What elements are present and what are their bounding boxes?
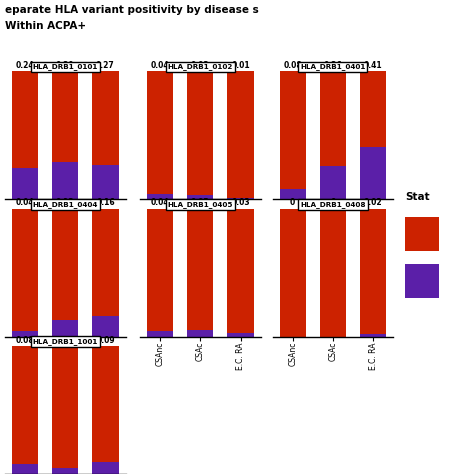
Bar	[280, 71, 306, 189]
Bar	[52, 346, 78, 467]
Bar	[12, 331, 38, 337]
Bar	[92, 316, 118, 337]
Bar	[92, 71, 118, 164]
Text: 0.04: 0.04	[16, 198, 34, 207]
Bar	[320, 166, 346, 199]
Bar	[52, 320, 78, 337]
Text: Within ACPA+: Within ACPA+	[5, 21, 86, 31]
Bar	[92, 209, 118, 316]
Bar	[147, 71, 173, 194]
Bar	[228, 71, 254, 198]
Text: 0.03: 0.03	[191, 61, 210, 70]
Text: 0: 0	[290, 198, 295, 207]
Bar	[12, 346, 38, 464]
Bar	[280, 189, 306, 199]
Bar	[92, 463, 118, 474]
Bar	[360, 334, 386, 337]
Bar	[187, 209, 213, 330]
Text: 0.05: 0.05	[191, 198, 210, 207]
Text: 0.09: 0.09	[96, 336, 115, 345]
Text: 0.04: 0.04	[151, 198, 169, 207]
Bar	[12, 71, 38, 168]
Bar	[320, 209, 346, 337]
Text: 0.04: 0.04	[151, 61, 169, 70]
Text: 0.29: 0.29	[56, 61, 74, 70]
Bar	[147, 209, 173, 331]
Title: HLA_DRB1_0408: HLA_DRB1_0408	[300, 201, 366, 208]
Bar	[187, 330, 213, 337]
Title: HLA_DRB1_1001: HLA_DRB1_1001	[33, 338, 98, 345]
Bar	[228, 198, 254, 199]
Bar	[12, 209, 38, 331]
Bar	[320, 71, 346, 166]
Bar	[187, 71, 213, 195]
Bar	[92, 346, 118, 463]
Bar	[187, 195, 213, 199]
Bar	[360, 71, 386, 146]
Text: 0.08: 0.08	[16, 336, 34, 345]
Bar	[280, 209, 306, 337]
Text: eparate HLA variant positivity by disease s: eparate HLA variant positivity by diseas…	[5, 5, 258, 15]
Text: 0.02: 0.02	[364, 198, 383, 207]
Text: 0.05: 0.05	[56, 336, 74, 345]
Bar	[360, 146, 386, 199]
Title: HLA_DRB1_0401: HLA_DRB1_0401	[301, 64, 365, 70]
Text: 0.16: 0.16	[96, 198, 115, 207]
Text: 0: 0	[330, 198, 336, 207]
Text: 0.26: 0.26	[324, 61, 342, 70]
Title: HLA_DRB1_0405: HLA_DRB1_0405	[167, 201, 233, 208]
Text: 0.27: 0.27	[96, 61, 115, 70]
Bar	[147, 331, 173, 337]
Text: 0.13: 0.13	[56, 198, 74, 207]
Bar	[405, 218, 439, 251]
Bar	[12, 168, 38, 199]
Bar	[52, 209, 78, 320]
Bar	[52, 162, 78, 199]
Title: HLA_DRB1_0101: HLA_DRB1_0101	[33, 64, 98, 70]
Bar	[228, 333, 254, 337]
Bar	[92, 164, 118, 199]
Bar	[52, 467, 78, 474]
Text: 0.08: 0.08	[283, 61, 302, 70]
Bar	[12, 464, 38, 474]
Bar	[360, 209, 386, 334]
Text: 0.03: 0.03	[231, 198, 250, 207]
Bar	[228, 209, 254, 333]
Text: Stat: Stat	[405, 192, 430, 202]
Bar	[147, 194, 173, 199]
Bar	[405, 264, 439, 298]
Title: HLA_DRB1_0102: HLA_DRB1_0102	[168, 64, 233, 70]
Text: 0.24: 0.24	[16, 61, 34, 70]
Text: 0.01: 0.01	[231, 61, 250, 70]
Text: 0.41: 0.41	[364, 61, 383, 70]
Title: HLA_DRB1_0404: HLA_DRB1_0404	[33, 201, 98, 208]
Bar	[52, 71, 78, 162]
